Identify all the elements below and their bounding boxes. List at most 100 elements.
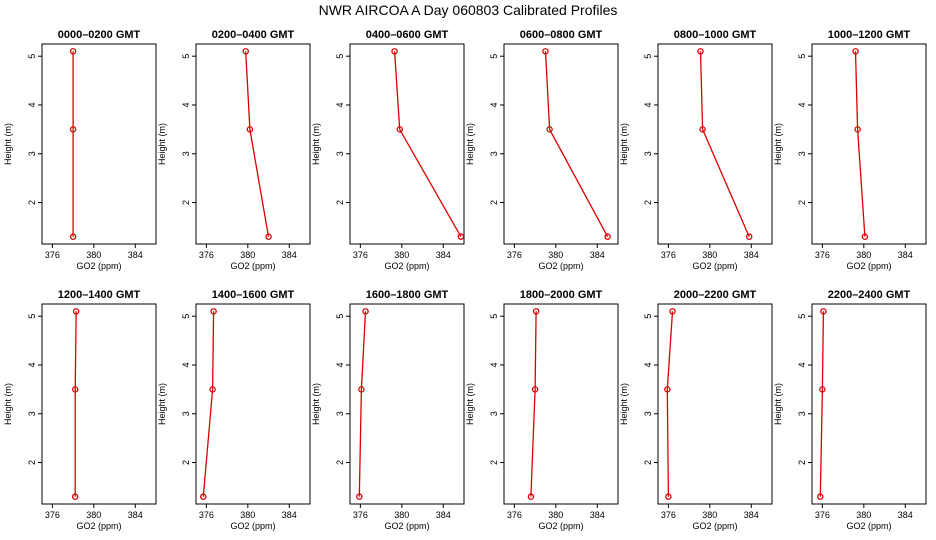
profile-line [666,311,674,497]
panel-title: 0600–0800 GMT [520,29,603,41]
y-tick-label: 4 [181,102,191,107]
y-tick-label: 4 [797,102,807,107]
profile-line [202,311,215,497]
y-tick-label: 3 [27,411,37,416]
y-tick-label: 3 [335,411,345,416]
profile-line [245,51,270,237]
x-tick-label: 384 [436,250,451,260]
profile-panel-2: 0200–0400 GMT 376 380 384 2 3 4 5 GO2 (ppm) Heigh… [157,29,311,271]
x-axis-label: GO2 (ppm) [76,261,121,271]
x-axis-label: GO2 (ppm) [538,521,583,531]
profile-point [861,233,869,240]
profile-point [546,126,553,133]
profile-point [71,493,79,500]
plot-frame [657,43,773,245]
y-tick-label: 4 [797,362,807,367]
panel-title: 1400–1600 GMT [212,289,295,301]
y-axis-label: Height (m) [157,123,167,165]
plot-frame [41,43,157,245]
y-tick-label: 3 [643,411,653,416]
x-tick-label: 376 [45,250,60,260]
y-tick-label: 4 [27,362,37,367]
x-tick-label: 380 [856,250,871,260]
x-axis-label: GO2 (ppm) [692,261,737,271]
x-tick-label: 376 [815,250,830,260]
y-tick-label: 5 [643,54,653,59]
y-tick-label: 4 [489,102,499,107]
plot-frame [503,43,619,245]
x-tick-label: 384 [128,510,143,520]
x-tick-label: 384 [590,510,605,520]
y-tick-label: 5 [181,314,191,319]
x-tick-label: 376 [199,510,214,520]
y-tick-label: 2 [335,200,345,205]
profile-point [391,48,398,55]
x-tick-label: 376 [815,510,830,520]
plot-frame [811,43,927,245]
x-axis-label: GO2 (ppm) [230,261,275,271]
profile-point [457,233,465,240]
x-axis-label: GO2 (ppm) [692,521,737,531]
x-tick-label: 380 [240,510,255,520]
x-tick-label: 380 [548,510,563,520]
profile-point [669,308,676,315]
x-axis-label: GO2 (ppm) [846,261,891,271]
x-tick-label: 384 [744,250,759,260]
profile-point [209,386,216,393]
y-tick-label: 2 [181,200,191,205]
y-axis-label: Height (m) [311,383,321,425]
x-tick-label: 380 [702,510,717,520]
profile-point [69,126,77,133]
x-tick-label: 384 [282,250,297,260]
panel-title: 0000–0200 GMT [58,29,141,41]
y-tick-label: 4 [643,102,653,107]
profile-line [854,51,866,237]
plot-frame [349,303,465,505]
y-tick-label: 4 [643,362,653,367]
y-axis-label: Height (m) [3,383,13,425]
plot-frame [195,303,311,505]
y-tick-label: 2 [797,460,807,465]
x-tick-label: 380 [86,250,101,260]
x-axis-label: GO2 (ppm) [384,521,429,531]
y-tick-label: 3 [643,151,653,156]
profile-line [699,51,750,237]
profile-line [358,311,367,497]
profile-point [242,48,249,55]
profile-point [854,126,861,133]
x-tick-label: 376 [353,510,368,520]
panel-title: 1000–1200 GMT [828,29,911,41]
profile-point [246,126,254,133]
y-axis-label: Height (m) [3,123,13,165]
x-tick-label: 380 [702,250,717,260]
y-tick-label: 4 [181,362,191,367]
y-tick-label: 2 [797,200,807,205]
y-axis-label: Height (m) [619,123,629,165]
x-tick-label: 380 [856,510,871,520]
profile-point [664,386,671,393]
panel-title: 1200–1400 GMT [58,289,141,301]
y-tick-label: 4 [335,102,345,107]
panel-title: 0400–0600 GMT [366,29,449,41]
x-tick-label: 380 [86,510,101,520]
x-tick-label: 384 [898,250,913,260]
profile-panel-5: 0800–1000 GMT 376 380 384 2 3 4 5 GO2 (ppm) Heigh… [619,29,773,271]
y-axis-label: Height (m) [465,123,475,165]
profile-line [819,311,825,497]
profile-panel-7: 1200–1400 GMT 376 380 384 2 3 4 5 GO2 (ppm) Heigh… [3,289,157,531]
profile-point [820,308,827,315]
x-axis-label: GO2 (ppm) [76,521,121,531]
plot-frame [41,303,157,505]
profile-point [531,386,539,393]
y-tick-label: 5 [489,314,499,319]
x-axis-label: GO2 (ppm) [846,521,891,531]
profile-panel-9: 1600–1800 GMT 376 380 384 2 3 4 5 GO2 (ppm) Heigh… [311,289,465,531]
x-tick-label: 384 [744,510,759,520]
y-tick-label: 2 [335,460,345,465]
x-tick-label: 380 [240,250,255,260]
profile-panel-10: 1800–2000 GMT 376 380 384 2 3 4 5 GO2 (ppm) Heigh… [465,289,619,531]
profile-panel-11: 2000–2200 GMT 376 380 384 2 3 4 5 GO2 (ppm) Heigh… [619,289,773,531]
profile-point [200,493,207,500]
y-tick-label: 2 [27,200,37,205]
y-tick-label: 3 [797,411,807,416]
